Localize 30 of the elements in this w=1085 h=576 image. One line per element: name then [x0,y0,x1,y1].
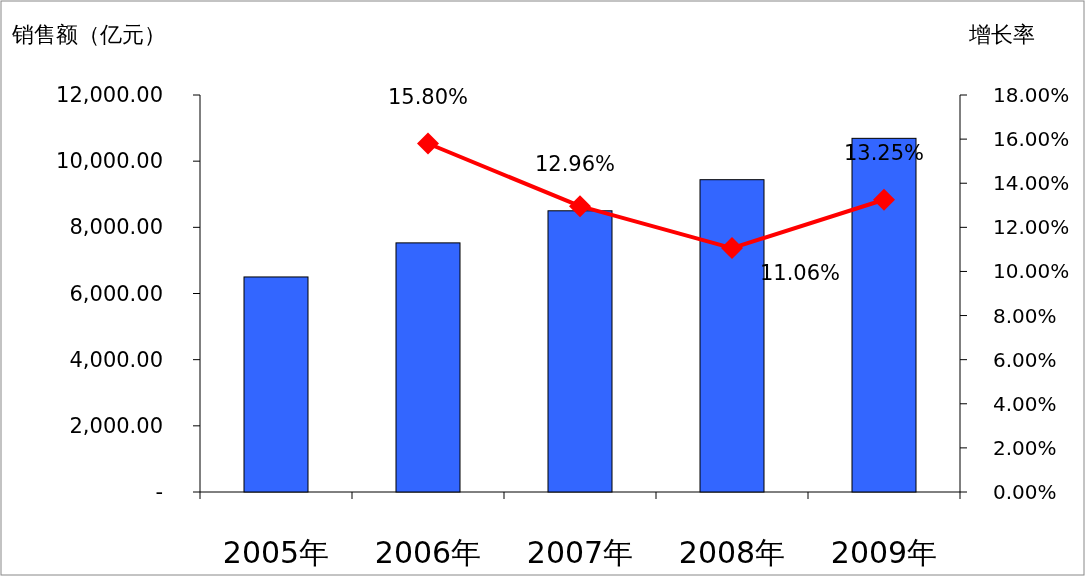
y2-tick-label: 8.00% [993,303,1057,328]
x-tick-label: 2007年 [526,535,634,570]
y2-tick-label: 14.00% [993,171,1070,196]
y-tick-label: 10,000.00 [56,149,163,174]
x-tick-label: 2008年 [678,535,786,570]
x-tick-label: 2009年 [830,535,938,570]
y-tick-label: 8,000.00 [69,215,163,240]
point [721,237,743,260]
point [873,188,895,211]
y2-tick-label: 18.00% [993,83,1070,107]
y2-tick-label: 6.00% [993,347,1057,372]
y-tick-label: 12,000.00 [56,83,163,107]
y2-tick-label: 12.00% [993,215,1070,240]
y2-tick-label: 0.00% [993,480,1057,504]
y-tick-label: 4,000.00 [69,347,163,372]
y-tick-label: 6,000.00 [69,281,163,306]
y2-tick-label: 2.00% [993,435,1057,460]
y2-tick-label: 4.00% [993,391,1057,416]
y2-axis-title: 增长率 [968,22,1035,47]
data-label: 12.96% [534,152,616,177]
data-label: 15.80% [387,84,469,109]
x-tick-label: 2006年 [374,535,482,570]
point [417,132,439,155]
x-tick-label: 2005年 [222,535,330,570]
y2-tick-label: 10.00% [993,259,1070,284]
y-axis-title: 销售额（亿元） [11,22,166,47]
y-tick-label: 2,000.00 [69,413,163,438]
point [569,195,591,218]
y2-tick-label: 16.00% [993,127,1070,152]
y-tick-label: - [155,480,163,504]
